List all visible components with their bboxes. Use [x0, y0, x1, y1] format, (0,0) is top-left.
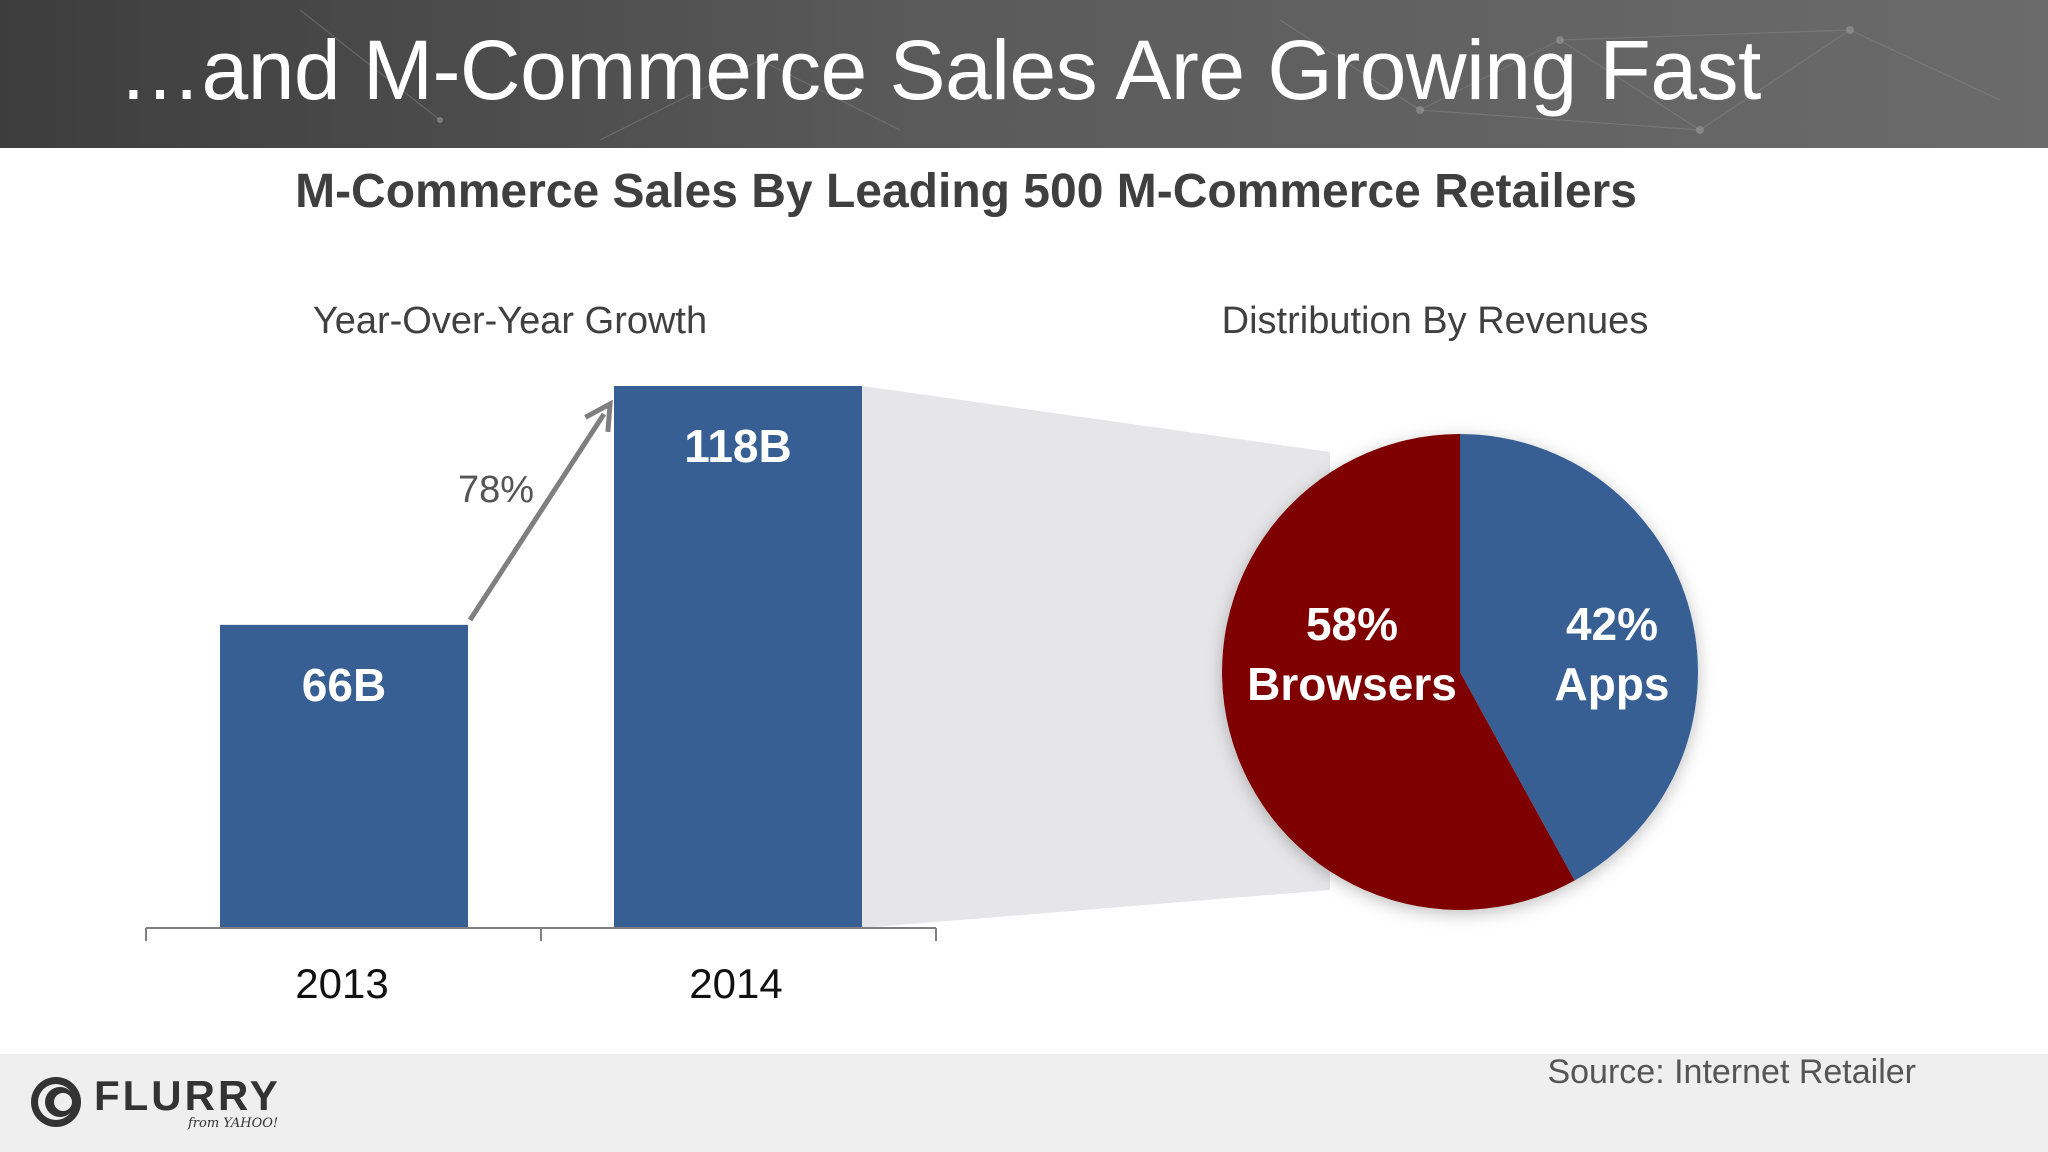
chart-title: M-Commerce Sales By Leading 500 M-Commer…: [295, 165, 1637, 218]
bar-2014: [614, 386, 862, 928]
bar-2013: [220, 624, 468, 928]
pie-slice-percent-label: 42%: [1566, 598, 1658, 650]
growth-percentage-label: 78%: [458, 469, 534, 511]
bar-chart-subtitle: Year-Over-Year Growth: [312, 300, 708, 342]
pie-chart-subtitle: Distribution By Revenues: [1221, 300, 1649, 342]
growth-arrow: 78%: [458, 399, 613, 622]
logo-wordmark: FLURRY: [94, 1072, 281, 1119]
flurry-logo-icon: [31, 1077, 81, 1127]
bar-group: 66B 118B: [220, 386, 862, 928]
growth-arrow-head: [584, 399, 613, 433]
source-note: Source: Internet Retailer: [1547, 1053, 1916, 1091]
x-tick-label: 2014: [689, 960, 782, 1007]
logo-tagline: from YAHOO!: [188, 1116, 279, 1131]
pie-slice-apps: [1460, 434, 1699, 881]
x-axis: 2013 2014: [145, 927, 937, 1007]
title-banner: …and M-Commerce Sales Are Growing Fast: [0, 0, 2048, 148]
x-tick-label: 2013: [295, 960, 388, 1007]
pie-group: 42% Apps 58% Browsers: [1222, 434, 1699, 910]
flurry-logo: FLURRY from YAHOO!: [28, 1072, 288, 1132]
pie-slice-browsers: [1222, 434, 1575, 910]
pie-slice-name-label: Apps: [1555, 658, 1670, 710]
pie-slice-name-label: Browsers: [1247, 658, 1457, 710]
bar-value-label: 118B: [684, 420, 791, 472]
growth-arrow-shaft: [467, 412, 607, 622]
zoom-funnel-shading: [862, 386, 1330, 928]
bar-value-label: 66B: [302, 659, 386, 711]
pie-slice-percent-label: 58%: [1306, 598, 1398, 650]
network-pattern-decoration: [299, 9, 2001, 141]
slide-title: …and M-Commerce Sales Are Growing Fast: [118, 23, 1761, 117]
footer-bar: [0, 1054, 2048, 1152]
